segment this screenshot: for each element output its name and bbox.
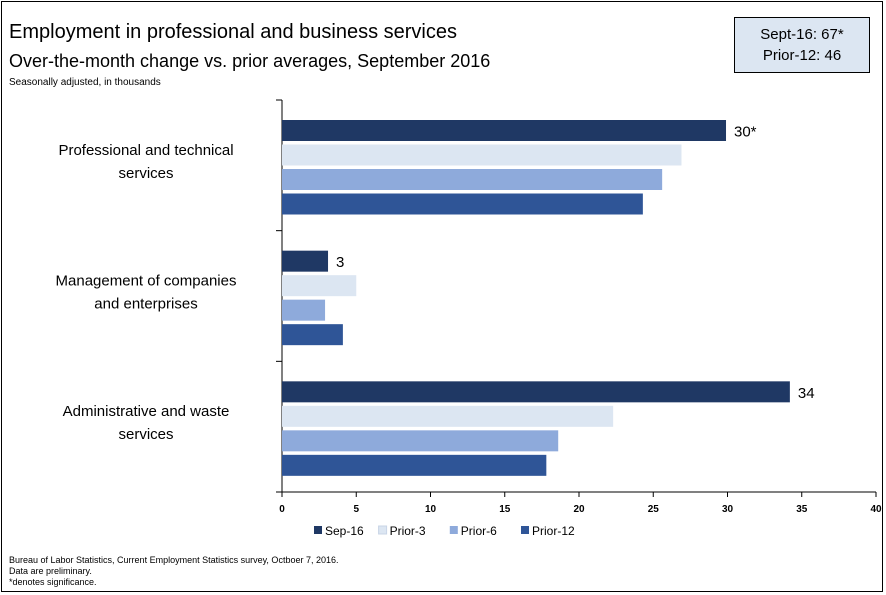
category-label: Administrative and waste <box>63 403 230 420</box>
bar-prior-3 <box>282 275 357 297</box>
x-tick-label: 10 <box>425 504 437 515</box>
data-label: 34 <box>798 385 815 402</box>
category-label: services <box>118 165 173 182</box>
chart-subtitle: Over-the-month change vs. prior averages… <box>9 51 491 71</box>
summary-box: Sept-16: 67* Prior-12: 46 <box>734 17 870 73</box>
x-tick-label: 35 <box>796 504 808 515</box>
x-tick-label: 30 <box>722 504 734 515</box>
bar-prior-3 <box>282 405 614 427</box>
footer-significance: *denotes significance. <box>9 577 97 587</box>
summary-prior: Prior-12: 46 <box>762 47 842 64</box>
bar-sep-16 <box>282 250 329 272</box>
chart-title: Employment in professional and business … <box>9 21 457 43</box>
bar-prior-6 <box>282 299 326 321</box>
bar-sep-16 <box>282 381 790 403</box>
category-label: and enterprises <box>94 296 197 313</box>
x-tick-label: 5 <box>353 504 359 515</box>
category-label: Professional and technical <box>58 142 233 159</box>
legend-label: Prior-12 <box>532 524 575 538</box>
x-tick-label: 25 <box>648 504 660 515</box>
legend-swatch <box>449 526 458 534</box>
legend-label: Prior-6 <box>461 524 497 538</box>
bar-prior-6 <box>282 169 663 190</box>
chart-units-note: Seasonally adjusted, in thousands <box>9 77 161 88</box>
x-tick-label: 15 <box>499 504 511 515</box>
bar-prior-12 <box>282 454 547 476</box>
category-label: Management of companies <box>56 273 237 290</box>
legend-label: Prior-3 <box>390 524 426 538</box>
legend-swatch <box>314 526 322 534</box>
bar-prior-6 <box>282 430 559 452</box>
x-tick-label: 40 <box>870 504 882 515</box>
x-tick-label: 20 <box>573 504 585 515</box>
category-label: services <box>118 426 173 443</box>
legend-label: Sep-16 <box>325 524 364 538</box>
data-label: 3 <box>336 254 344 271</box>
bar-prior-3 <box>282 144 682 166</box>
x-tick-label: 0 <box>279 504 285 515</box>
legend-swatch <box>378 525 388 535</box>
bar-sep-16 <box>282 120 727 141</box>
bar-prior-12 <box>282 324 343 346</box>
bar-prior-12 <box>282 193 643 215</box>
footer-notes: Bureau of Labor Statistics, Current Empl… <box>9 555 338 588</box>
data-label: 30* <box>734 124 757 141</box>
footer-source: Bureau of Labor Statistics, Current Empl… <box>9 555 339 565</box>
footer-preliminary: Data are preliminary. <box>9 566 92 576</box>
summary-current: Sept-16: 67* <box>760 26 844 43</box>
legend-swatch <box>521 526 529 534</box>
